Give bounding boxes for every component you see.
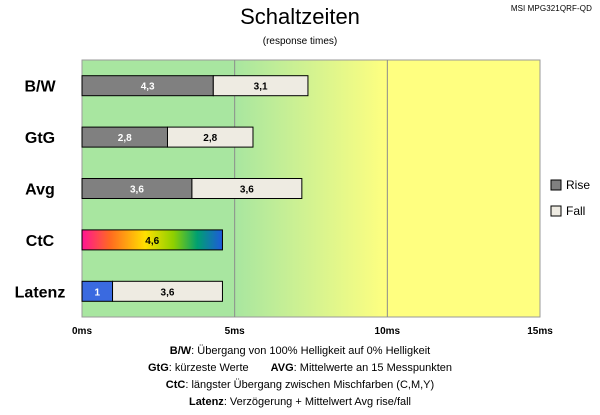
footnotes: B/W: Übergang von 100% Helligkeit auf 0%… — [0, 343, 600, 411]
category-label: GtG — [25, 130, 55, 147]
legend-label: Rise — [566, 178, 590, 192]
note-key: Latenz — [188, 396, 224, 408]
chart-subtitle: (response times) — [262, 36, 338, 47]
x-tick-label: 15ms — [527, 326, 553, 337]
chart-title: Schaltzeiten — [240, 4, 360, 29]
data-label-rise: 4,3 — [141, 82, 155, 93]
category-labels: B/W GtG Avg CtC Latenz — [15, 79, 66, 302]
data-label-fall: 3,1 — [254, 82, 268, 93]
data-label-rise: 4,6 — [145, 236, 159, 247]
category-label: CtC — [26, 233, 55, 250]
bar-fall — [112, 280, 223, 302]
note-text: : Mittelwerte an 15 Messpunkten — [293, 362, 453, 374]
bar-fall — [166, 126, 254, 148]
note-text: : Übergang von 100% Helligkeit auf 0% He… — [191, 345, 431, 357]
note-text: : kürzeste Werte — [168, 362, 249, 374]
bar-fall — [191, 178, 303, 199]
data-label-rise: 1 — [94, 287, 100, 298]
data-label-rise: 2,8 — [118, 133, 132, 144]
x-tick-labels: 0ms 5ms 10ms 15ms — [72, 326, 553, 337]
x-tick-label: 0ms — [72, 326, 92, 337]
note-bw: B/W: Übergang von 100% Helligkeit auf 0%… — [0, 343, 600, 360]
bars: 4,3 3,1 2,8 2,8 3,6 3,6 4,6 1 3,6 — [81, 75, 309, 302]
data-label-fall: 2,8 — [203, 133, 217, 144]
legend-swatch — [550, 205, 562, 217]
category-label: B/W — [24, 79, 56, 96]
data-label-fall: 3,6 — [240, 185, 254, 196]
legend-label: Fall — [566, 204, 585, 218]
legend-swatch — [550, 179, 562, 191]
category-label: Latenz — [15, 284, 66, 301]
note-key: B/W — [169, 345, 192, 357]
note-latenz: Latenz: Verzögerung + Mittelwert Avg ris… — [0, 394, 600, 411]
data-label-fall: 3,6 — [161, 287, 175, 298]
note-ctc: CtC: längster Übergang zwischen Mischfar… — [0, 377, 600, 394]
note-key: CtC — [165, 379, 186, 391]
data-label-rise: 3,6 — [130, 185, 144, 196]
legend: Rise Fall — [550, 178, 590, 218]
note-text: : Verzögerung + Mittelwert Avg rise/fall — [223, 396, 412, 408]
bar-fall — [212, 75, 309, 97]
category-label: Avg — [25, 182, 55, 199]
bar-rise — [81, 229, 223, 251]
x-tick-label: 10ms — [375, 326, 401, 337]
note-text: : längster Übergang zwischen Mischfarben… — [185, 379, 435, 391]
note-key: AVG — [270, 362, 294, 374]
note-gtg-avg: GtG: kürzeste Werte AVG: Mittelwerte an 1… — [0, 360, 600, 377]
note-key: GtG — [147, 362, 169, 374]
x-tick-label: 5ms — [225, 326, 245, 337]
model-name: MSI MPG321QRF-QD — [510, 4, 592, 13]
